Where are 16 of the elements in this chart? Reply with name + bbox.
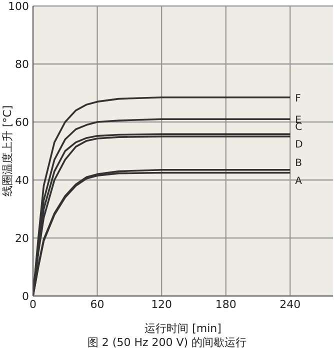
- y-tick-label: 60: [15, 116, 29, 129]
- y-tick-label: 20: [15, 232, 29, 245]
- caption: 图 2 (50 Hz 200 V) 的间歇运行: [86, 336, 248, 350]
- x-tick-label: 240: [280, 298, 301, 311]
- x-tick-label: 180: [215, 298, 236, 311]
- y-axis-title: 线圈温度上升 [°C]: [0, 105, 14, 197]
- x-tick-label: 120: [151, 298, 172, 311]
- series-label: B: [295, 158, 302, 169]
- series-label: D: [295, 140, 304, 150]
- x-tick-label: 60: [90, 298, 104, 311]
- series-label: A: [295, 176, 302, 187]
- x-axis-title: 运行时间 [min]: [144, 322, 222, 335]
- y-tick-label: 40: [15, 174, 29, 187]
- series-label: F: [295, 93, 302, 104]
- y-tick-label: 80: [15, 58, 29, 71]
- y-tick-label: 100: [8, 0, 29, 13]
